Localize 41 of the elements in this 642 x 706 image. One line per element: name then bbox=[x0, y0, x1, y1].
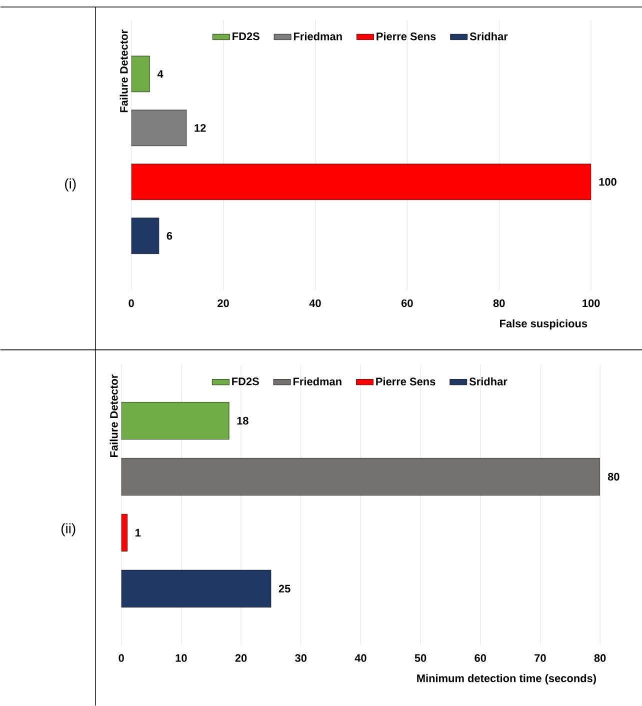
legend-label: Friedman bbox=[293, 377, 342, 386]
x-tick-label: 100 bbox=[582, 299, 600, 308]
legend-label: FD2S bbox=[232, 378, 259, 386]
x-tick-label: 80 bbox=[594, 654, 606, 662]
bar bbox=[121, 458, 600, 496]
x-tick-label: 10 bbox=[176, 654, 187, 662]
legend-label: Pierre Sens bbox=[376, 32, 436, 40]
x-tick-label: 0 bbox=[118, 654, 124, 662]
x-tick-label: 60 bbox=[401, 299, 413, 308]
x-tick-label: 20 bbox=[217, 299, 229, 308]
text: (ii) bbox=[61, 523, 76, 536]
bar bbox=[121, 570, 271, 608]
x-axis-title: False suspicious bbox=[500, 319, 587, 330]
data-label: 12 bbox=[194, 124, 206, 132]
data-label: 100 bbox=[599, 178, 616, 186]
legend-label: Pierre Sens bbox=[376, 377, 436, 386]
data-label: 80 bbox=[608, 472, 620, 481]
x-tick-label: 40 bbox=[354, 654, 366, 662]
y-axis-title: Failure Detector bbox=[120, 30, 128, 112]
data-label: 18 bbox=[237, 416, 248, 425]
x-tick-label: 30 bbox=[294, 654, 306, 662]
bar bbox=[121, 514, 128, 552]
x-tick-label: 20 bbox=[235, 654, 246, 662]
data-label: 4 bbox=[157, 70, 164, 78]
legend-label: Sridhar bbox=[469, 377, 508, 386]
x-tick-label: 80 bbox=[493, 299, 505, 308]
legend-label: FD2S bbox=[232, 32, 260, 40]
data-label: 1 bbox=[135, 528, 140, 536]
x-tick-label: 50 bbox=[414, 654, 426, 662]
x-tick-label: 40 bbox=[309, 299, 321, 308]
bar bbox=[121, 402, 230, 440]
text: (i) bbox=[64, 178, 76, 192]
x-tick-label: 70 bbox=[534, 654, 546, 662]
x-axis-title: Minimum detection time (seconds) bbox=[416, 674, 596, 684]
data-label: 6 bbox=[166, 232, 172, 240]
x-tick-label: 0 bbox=[128, 299, 134, 308]
data-label: 25 bbox=[278, 584, 290, 593]
legend-label: Friedman bbox=[294, 32, 342, 40]
x-tick-label: 60 bbox=[474, 654, 486, 662]
legend-label: Sridhar bbox=[470, 32, 508, 40]
y-axis-title: Failure Detector bbox=[110, 374, 118, 457]
